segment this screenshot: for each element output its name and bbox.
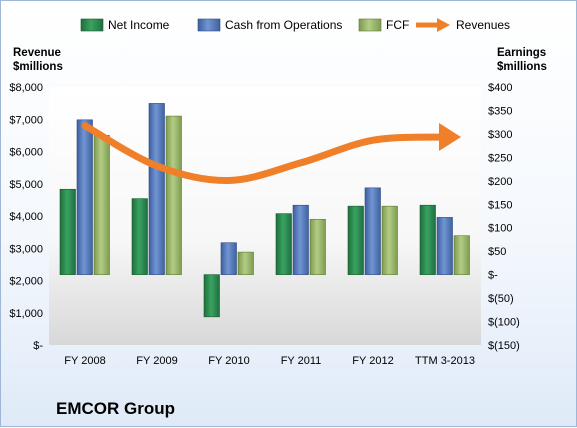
left-tick-label: $6,000 [9,147,43,159]
bar-net-income [131,198,148,275]
category-label: FY 2012 [352,355,393,367]
right-tick-label: $200 [488,176,512,188]
bar-net-income [419,204,436,275]
legend-label-cash-from-operations: Cash from Operations [225,18,342,32]
legend-label-revenues: Revenues [456,18,510,32]
legend-arrow-icon [437,18,450,32]
bars-layer [59,103,470,318]
left-tick-label: $2,000 [9,276,43,288]
legend-swatch-fcf [358,18,382,32]
left-tick-label: $4,000 [9,211,43,223]
right-tick-label: $50 [488,246,506,258]
left-tick-label: $5,000 [9,179,43,191]
left-tick-label: $8,000 [9,82,43,94]
bar-cash-from-operations [220,242,237,275]
category-labels: FY 2008 FY 2009 FY 2010 FY 2011 FY 2012 TTM 3… [64,355,475,367]
bar-cash-from-operations [364,187,381,275]
bar-cash-from-operations [292,204,309,275]
right-tick-label: $(50) [488,293,514,305]
bar-net-income [59,188,76,275]
plot-area [49,87,481,345]
legend-label-net-income: Net Income [108,18,170,32]
legend: Net Income Cash from Operations FCF Reve… [80,18,510,32]
revenue-line [81,122,449,185]
right-tick-label: $350 [488,105,512,117]
bar-net-income [275,213,292,275]
bar-cash-from-operations [436,217,453,275]
right-tick-label: $100 [488,223,512,235]
left-tick-label: $3,000 [9,243,43,255]
category-label: FY 2009 [136,355,177,367]
category-label: FY 2008 [64,355,105,367]
left-axis-title-line1: Revenue [13,47,61,59]
category-label: FY 2011 [281,355,322,367]
right-tick-label: $150 [488,199,512,211]
right-tick-label: $400 [488,82,512,94]
revenue-line-layer [81,122,461,185]
bar-cash-from-operations [76,119,93,275]
right-axis-ticks: $(150) $(100) $(50) $- $50 $100 $150 $200 $250 $3… [488,82,520,352]
left-tick-label: $1,000 [9,308,43,320]
bar-fcf [237,251,254,275]
bar-fcf [381,205,398,275]
legend-swatch-cash-from-operations [197,18,221,32]
left-tick-label: $7,000 [9,114,43,126]
legend-label-fcf: FCF [386,18,409,32]
company-name: EMCOR Group [56,399,175,418]
left-tick-label: $- [33,340,43,352]
bar-fcf [453,235,470,275]
right-tick-label: $- [488,270,498,282]
right-tick-label: $(150) [488,340,520,352]
right-tick-label: $250 [488,152,512,164]
category-label: FY 2010 [208,355,249,367]
bar-net-income [347,205,364,275]
bar-fcf [93,135,110,275]
bar-fcf [165,115,182,275]
left-axis-title-line2: $millions [13,61,63,73]
bar-fcf [309,218,326,275]
revenue-arrowhead-icon [439,122,461,151]
category-label: TTM 3-2013 [415,355,475,367]
bar-net-income [203,274,220,318]
right-tick-label: $(100) [488,317,520,329]
legend-swatch-net-income [80,18,104,32]
right-tick-label: $300 [488,129,512,141]
left-axis-ticks: $- $1,000 $2,000 $3,000 $4,000 $5,000 $6,000 $7… [9,82,43,352]
right-axis-title-line2: $millions [497,61,547,73]
bar-cash-from-operations [148,103,165,275]
right-axis-title-line1: Earnings [497,47,546,59]
